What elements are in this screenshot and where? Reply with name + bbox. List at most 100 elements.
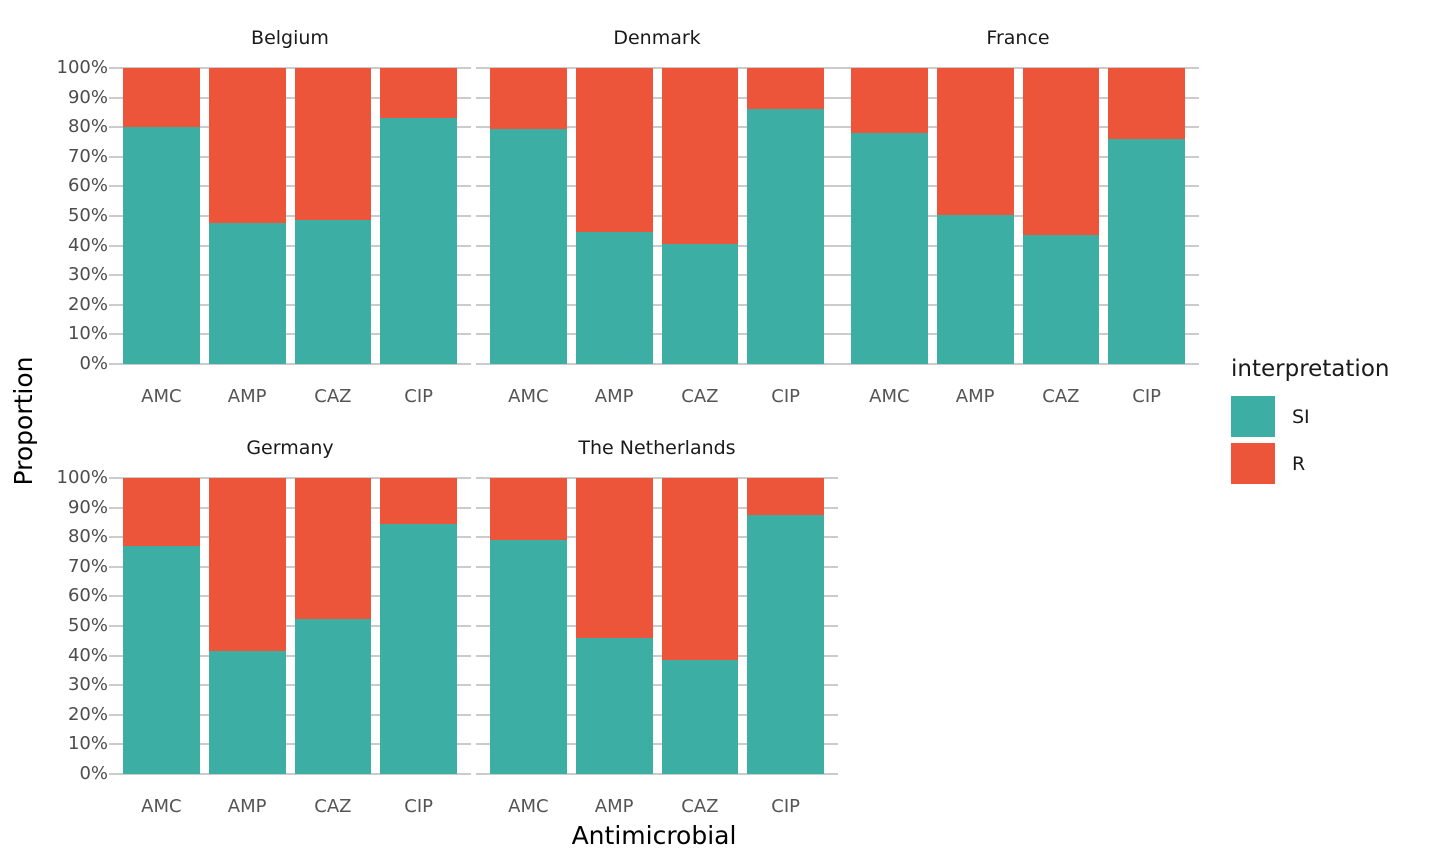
bar-amp — [208, 68, 286, 364]
facet-title-germany: Germany — [246, 437, 334, 459]
bar-segment-si — [575, 232, 653, 364]
gridline — [109, 67, 471, 69]
x-tick-label: AMC — [141, 386, 182, 407]
y-tick-label: 90% — [67, 86, 108, 108]
bar-segment-r — [747, 68, 824, 110]
y-tick-label: 70% — [67, 145, 108, 167]
y-tick-label: 20% — [67, 293, 108, 315]
bar-segment-si — [123, 127, 200, 364]
x-tick-label: AMC — [508, 386, 549, 407]
x-tick-label: CAZ — [1042, 386, 1080, 407]
bar-segment-si — [1108, 139, 1185, 364]
facet-title-the-netherlands: The Netherlands — [578, 437, 736, 459]
x-tick-label: CAZ — [681, 386, 719, 407]
x-tick-label: AMC — [508, 796, 549, 817]
bar-segment-r — [380, 68, 457, 119]
gridline — [476, 565, 838, 568]
x-axis-title: Antimicrobial — [571, 821, 737, 850]
gridline — [476, 303, 838, 306]
gridline — [837, 303, 1199, 306]
bar-segment-r — [294, 478, 372, 619]
bar-segment-si — [490, 540, 567, 774]
bar-segment-si — [294, 618, 372, 774]
legend-swatch-r — [1231, 443, 1275, 484]
gridline — [109, 506, 471, 509]
x-tick-label: AMP — [227, 386, 267, 407]
bar-segment-r — [575, 478, 653, 638]
bar-cip — [1108, 68, 1185, 364]
legend-label-si: SI — [1292, 406, 1310, 428]
gridline — [109, 684, 471, 687]
facet-title-denmark: Denmark — [613, 27, 701, 49]
bar-segment-si — [380, 523, 457, 774]
bar-segment-r — [490, 68, 567, 129]
legend-swatch-si — [1231, 396, 1275, 437]
bar-segment-si — [936, 214, 1014, 364]
bar-amp — [936, 68, 1014, 364]
bar-amc — [123, 478, 200, 774]
bar-segment-si — [490, 128, 567, 364]
bar-amc — [490, 68, 567, 364]
gridline — [476, 185, 838, 188]
facet-title-france: France — [986, 27, 1050, 49]
x-tick-label: CIP — [1132, 386, 1161, 407]
gridline — [476, 274, 838, 277]
gridline — [837, 126, 1199, 129]
bar-segment-si — [851, 133, 928, 364]
x-tick-label: CIP — [404, 386, 433, 407]
gridline — [109, 713, 471, 716]
y-tick-label: 90% — [67, 496, 108, 518]
gridline — [109, 274, 471, 277]
gridline — [837, 333, 1199, 336]
bar-segment-r — [208, 478, 286, 652]
bar-segment-r — [661, 478, 739, 661]
gridline — [837, 244, 1199, 247]
gridline — [476, 743, 838, 746]
gridline — [476, 96, 838, 99]
bar-segment-si — [380, 118, 457, 364]
gridline — [837, 96, 1199, 99]
bar-segment-r — [661, 68, 739, 245]
gridline — [476, 67, 838, 69]
gridline — [109, 477, 471, 479]
gridline — [109, 155, 471, 158]
bars-group — [485, 68, 829, 364]
y-tick-label: 70% — [67, 555, 108, 577]
bar-cip — [380, 68, 457, 364]
facet-panel-belgium — [109, 67, 471, 365]
bar-segment-si — [747, 109, 824, 364]
bar-amp — [575, 68, 653, 364]
y-tick-label: 50% — [67, 615, 108, 636]
bars-group — [485, 478, 829, 774]
bar-segment-r — [851, 68, 928, 134]
gridline — [109, 126, 471, 129]
facet-panel-denmark — [476, 67, 838, 365]
bar-segment-r — [123, 68, 200, 128]
bar-segment-r — [490, 478, 567, 541]
gridline — [837, 363, 1199, 365]
y-tick-label: 0% — [79, 763, 108, 784]
gridline — [109, 185, 471, 188]
gridline — [476, 713, 838, 716]
gridline — [476, 595, 838, 598]
gridline — [476, 654, 838, 657]
bar-segment-r — [1022, 68, 1100, 236]
gridline — [109, 743, 471, 746]
y-tick-label: 80% — [67, 116, 108, 138]
gridline — [837, 274, 1199, 277]
gridline — [476, 477, 838, 479]
x-tick-label: CAZ — [681, 796, 719, 817]
gridline — [476, 536, 838, 539]
bars-group — [846, 68, 1190, 364]
x-tick-label: AMP — [594, 796, 634, 817]
bar-segment-si — [661, 244, 739, 364]
gridline — [109, 536, 471, 539]
y-tick-label: 40% — [67, 644, 108, 666]
gridline — [109, 303, 471, 306]
bar-segment-r — [294, 68, 372, 221]
gridline — [109, 333, 471, 336]
bar-segment-si — [747, 515, 824, 774]
gridline — [109, 363, 471, 365]
bar-segment-r — [1108, 68, 1185, 140]
